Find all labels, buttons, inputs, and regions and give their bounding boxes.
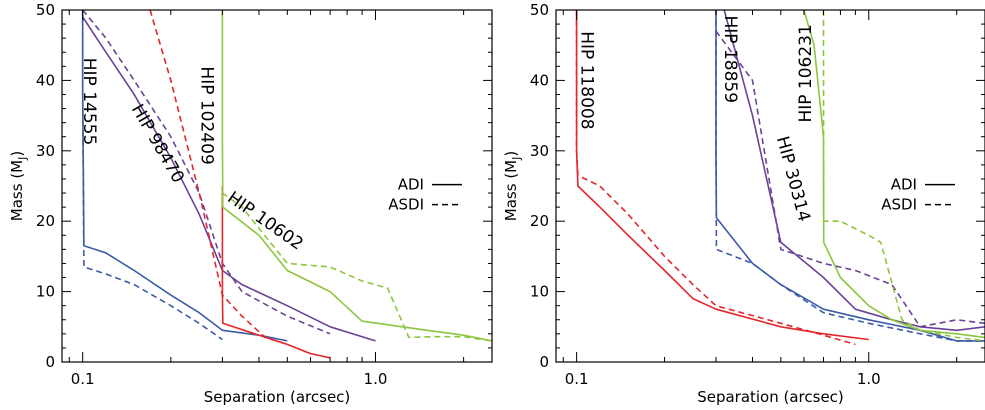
series-label: HIP 10602 bbox=[224, 188, 307, 255]
plot-frame bbox=[556, 10, 985, 362]
legend-label: ADI bbox=[891, 176, 917, 194]
legend-label: ASDI bbox=[881, 196, 917, 214]
y-tick-label: 0 bbox=[45, 353, 55, 371]
series-label: HIP 18859 bbox=[720, 16, 740, 104]
series-group bbox=[577, 10, 985, 344]
series-line-hip-98470-asdi bbox=[83, 10, 330, 334]
series-line-hip-30314-adi bbox=[724, 10, 985, 330]
series-line-hip-10602-adi bbox=[222, 10, 492, 341]
y-tick-label: 0 bbox=[539, 353, 549, 371]
legend-label: ASDI bbox=[388, 196, 424, 214]
y-axis-label-close: ) bbox=[502, 151, 520, 157]
x-tick-label: 0.1 bbox=[565, 370, 589, 388]
y-tick-label: 20 bbox=[530, 212, 549, 230]
y-tick-label: 20 bbox=[36, 212, 55, 230]
series-label: HIP 102409 bbox=[197, 66, 217, 164]
y-axis-label: Mass (MJ) bbox=[8, 151, 29, 221]
y-tick-label: 10 bbox=[36, 283, 55, 301]
plot-frame bbox=[62, 10, 492, 362]
x-axis-label: Separation (arcsec) bbox=[697, 388, 844, 406]
y-tick-label: 30 bbox=[36, 142, 55, 160]
y-axis-label-main: Mass (M bbox=[8, 160, 26, 221]
chart-panel-2: HIP 118008 HIP 18859 HIP 106231 HIP 30314 0 1… bbox=[502, 1, 985, 406]
y-axis-label-main: Mass (M bbox=[502, 160, 520, 221]
series-label: HIP 98470 bbox=[127, 101, 188, 187]
y-tick-label: 50 bbox=[530, 1, 549, 19]
series-line-hip-14555-asdi bbox=[83, 10, 223, 340]
series-label: HIP 30314 bbox=[772, 134, 814, 224]
series-label: HIP 118008 bbox=[576, 31, 596, 129]
series-line-hip-30314-asdi bbox=[716, 31, 985, 327]
y-tick-label: 10 bbox=[530, 283, 549, 301]
y-axis-label: Mass (MJ) bbox=[502, 151, 523, 221]
y-axis-label-close: ) bbox=[8, 151, 26, 157]
x-tick-label: 0.1 bbox=[71, 370, 95, 388]
x-tick-label: 1.0 bbox=[364, 370, 388, 388]
series-group bbox=[83, 10, 492, 358]
chart-panel-1: HIP 14555 HIP 98470 HIP 102409 HIP 10602 0 10… bbox=[8, 1, 492, 406]
y-tick-label: 40 bbox=[36, 71, 55, 89]
y-tick-label: 30 bbox=[530, 142, 549, 160]
series-line-hip-18859-asdi bbox=[716, 10, 985, 341]
legend-label: ADI bbox=[398, 176, 424, 194]
x-tick-label: 1.0 bbox=[857, 370, 881, 388]
y-tick-label: 40 bbox=[530, 71, 549, 89]
series-label: HIP 14555 bbox=[79, 58, 99, 146]
series-line-hip-18859-adi bbox=[716, 10, 985, 341]
y-tick-label: 50 bbox=[36, 1, 55, 19]
series-label: HIP 106231 bbox=[796, 24, 816, 122]
x-axis-label: Separation (arcsec) bbox=[204, 388, 351, 406]
